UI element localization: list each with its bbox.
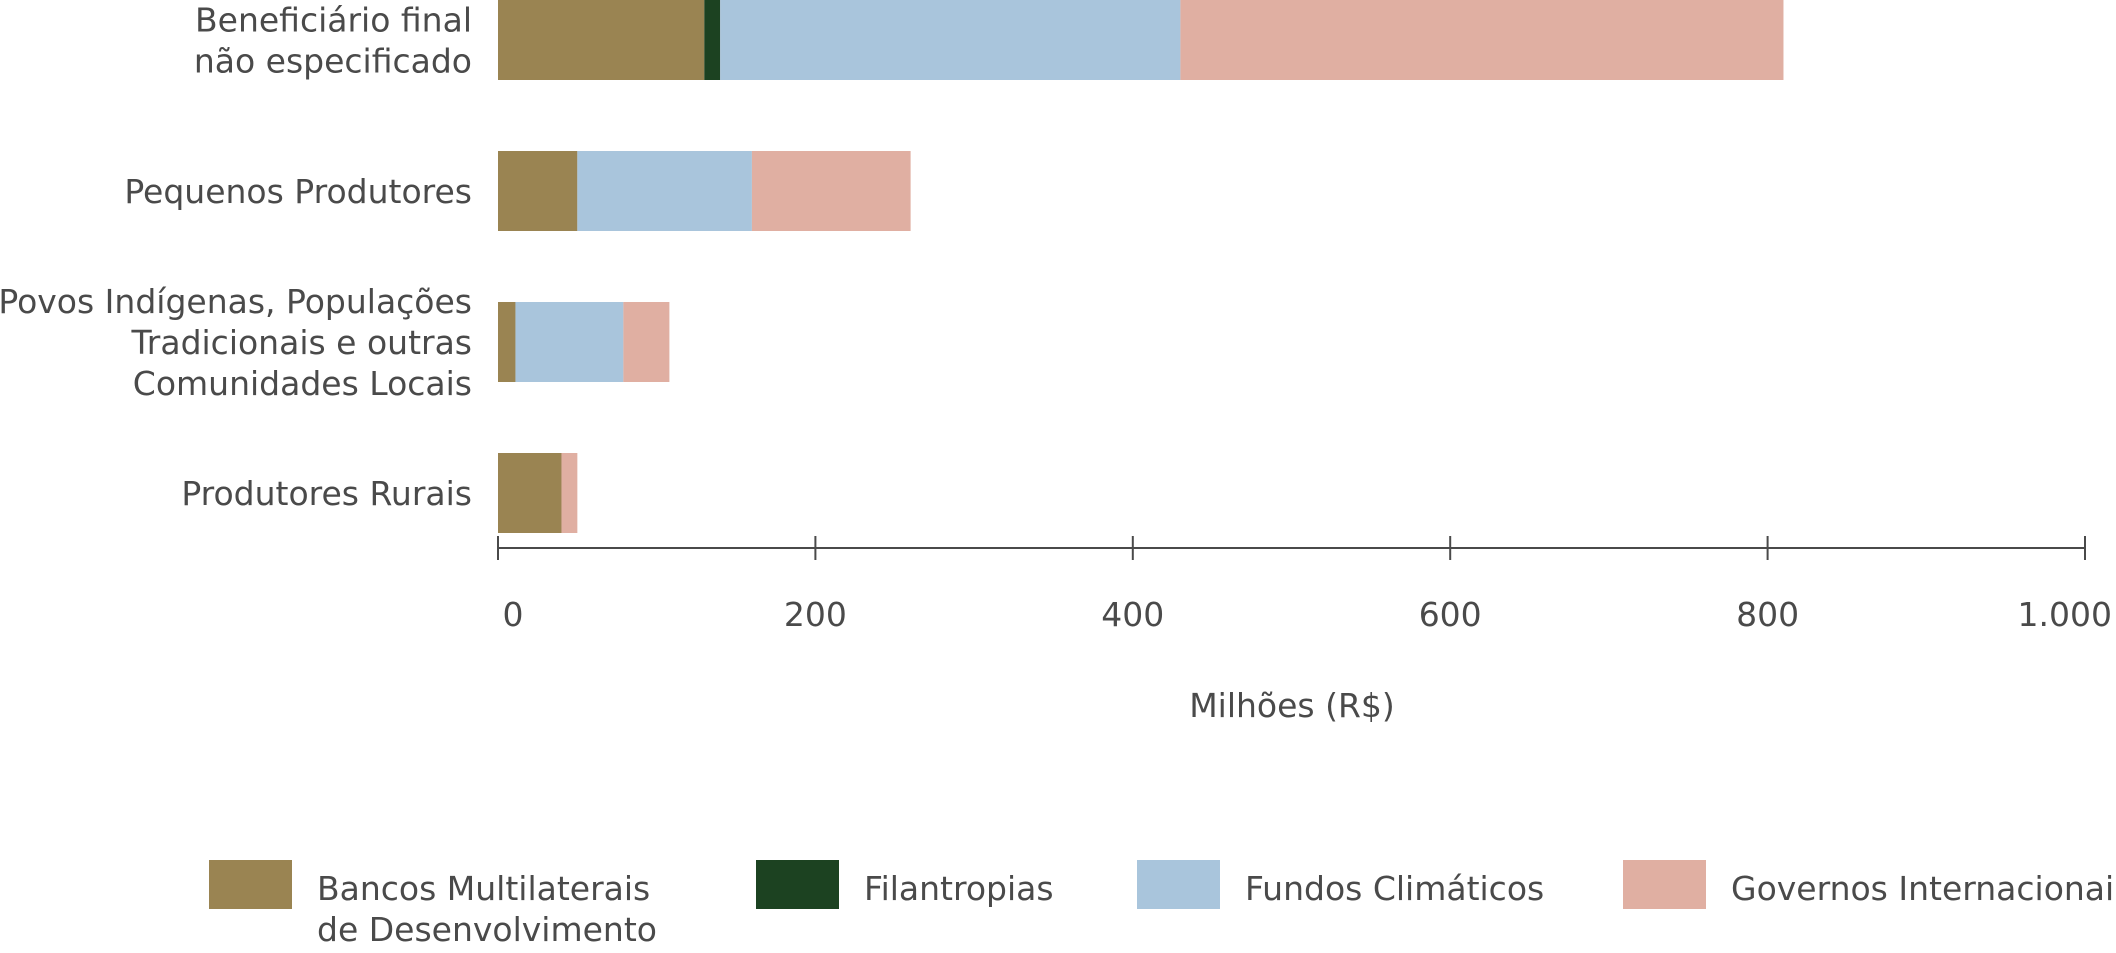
- legend-label-3: Governos Internacionais: [1731, 869, 2116, 908]
- x-tick-label-3: 600: [1419, 595, 1482, 634]
- bar-segment-3-0: [498, 453, 562, 533]
- x-tick-label-5: 1.000: [2018, 595, 2112, 634]
- legend-swatch-0: [209, 860, 292, 909]
- bar-segment-0-0: [498, 0, 705, 80]
- bar-segment-1-2: [577, 151, 752, 231]
- category-label-3: Produtores Rurais: [181, 474, 472, 513]
- bar-segment-1-0: [498, 151, 578, 231]
- x-axis: 0 200 400 600 800 1.000: [497, 536, 2112, 634]
- legend: Bancos Multilaterais de Desenvolvimento Fi…: [209, 860, 2116, 949]
- legend-label-1: Filantropias: [864, 869, 1054, 908]
- legend-swatch-1: [756, 860, 839, 909]
- x-tick-label-2: 400: [1101, 595, 1164, 634]
- bar-segment-3-3: [561, 453, 578, 533]
- category-label-0: Beneficiário final não especificado: [194, 1, 472, 81]
- category-labels: Beneficiário final não especificado Pequen…: [0, 1, 472, 514]
- bar-segment-0-1: [704, 0, 721, 80]
- bar-segment-0-2: [720, 0, 1181, 80]
- legend-swatch-2: [1137, 860, 1220, 909]
- x-tick-label-4: 800: [1736, 595, 1799, 634]
- bar-segment-2-3: [623, 302, 670, 382]
- bar-segment-2-0: [498, 302, 516, 382]
- bar-segment-2-2: [515, 302, 624, 382]
- x-axis-title: Milhões (R$): [1189, 686, 1395, 725]
- bars-layer: [498, 0, 1784, 533]
- x-tick-label-1: 200: [784, 595, 847, 634]
- x-tick-label-0: 0: [503, 595, 524, 634]
- legend-swatch-3: [1623, 860, 1706, 909]
- legend-label-0: Bancos Multilaterais de Desenvolvimento: [317, 869, 657, 949]
- category-label-1: Pequenos Produtores: [124, 172, 472, 211]
- bar-segment-1-3: [751, 151, 911, 231]
- bar-segment-0-3: [1180, 0, 1784, 80]
- category-label-2: Povos Indígenas, Populações Tradicionais …: [0, 282, 472, 403]
- legend-label-2: Fundos Climáticos: [1245, 869, 1544, 908]
